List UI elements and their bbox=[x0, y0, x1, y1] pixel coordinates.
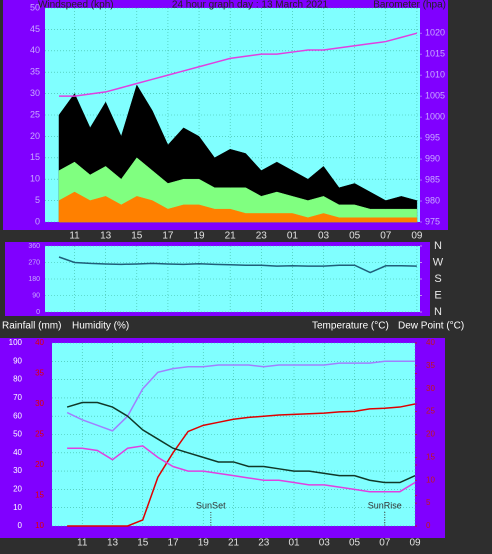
y-tick-label: 995 bbox=[425, 132, 440, 142]
area bbox=[58, 191, 418, 223]
y-tick-label: 30 bbox=[30, 88, 40, 98]
y-tick-label: 270 bbox=[28, 259, 40, 266]
y-tick-label: 1020 bbox=[425, 28, 445, 38]
y-tick-label: E bbox=[434, 289, 441, 301]
y-tick-label: 45 bbox=[30, 24, 40, 34]
annotation: SunRise bbox=[368, 500, 402, 510]
y-tick-label: 1010 bbox=[425, 70, 445, 80]
line bbox=[59, 32, 418, 97]
y-tick-label: 10 bbox=[13, 503, 22, 512]
y-tick-label: 20 bbox=[13, 485, 22, 494]
x-tick-label: 21 bbox=[225, 231, 237, 242]
x-tick-label: 21 bbox=[228, 538, 240, 549]
y-tick-label: 5 bbox=[426, 498, 431, 507]
y-tick-label: S bbox=[434, 273, 441, 285]
legend-label: Dew Point (°C) bbox=[398, 321, 464, 332]
x-tick-label: 01 bbox=[287, 231, 299, 242]
y-tick-label: 90 bbox=[13, 356, 22, 365]
y-tick-label: 25 bbox=[426, 407, 435, 416]
y-tick-label: 10 bbox=[426, 475, 435, 484]
axis-label: Barometer (hpa) bbox=[373, 0, 446, 11]
y-tick-label: 0 bbox=[426, 521, 431, 530]
x-tick-label: 15 bbox=[137, 538, 149, 549]
x-tick-label: 09 bbox=[409, 538, 421, 549]
x-tick-label: 17 bbox=[167, 538, 179, 549]
y-tick-label: 35 bbox=[30, 67, 40, 77]
y-tick-label: N bbox=[434, 306, 442, 318]
x-tick-label: 07 bbox=[379, 538, 391, 549]
y-tick-label: 25 bbox=[35, 430, 44, 439]
y-tick-label: 40 bbox=[13, 448, 22, 457]
line bbox=[66, 401, 416, 484]
axis-label: 24 hour graph day : 13 March 2021 bbox=[172, 0, 329, 11]
y-tick-label: 80 bbox=[13, 375, 22, 384]
x-tick-label: 07 bbox=[380, 231, 392, 242]
y-tick-label: W bbox=[433, 256, 444, 268]
y-tick-label: 35 bbox=[426, 361, 435, 370]
y-tick-label: 50 bbox=[13, 430, 22, 439]
y-tick-label: 35 bbox=[35, 369, 44, 378]
y-tick-label: 70 bbox=[13, 393, 22, 402]
y-tick-label: 990 bbox=[425, 153, 440, 163]
y-tick-label: N bbox=[434, 240, 442, 252]
y-tick-label: 0 bbox=[36, 309, 40, 316]
x-tick-label: 19 bbox=[198, 538, 210, 549]
y-tick-label: 1000 bbox=[425, 111, 445, 121]
y-tick-label: 20 bbox=[35, 460, 44, 469]
y-tick-label: 15 bbox=[30, 152, 40, 162]
y-tick-label: 15 bbox=[426, 452, 435, 461]
y-tick-label: 40 bbox=[30, 45, 40, 55]
x-tick-label: 03 bbox=[319, 538, 331, 549]
x-tick-label: 23 bbox=[256, 231, 268, 242]
axis-label: Windspeed (kph) bbox=[38, 0, 114, 11]
y-tick-label: 20 bbox=[426, 430, 435, 439]
y-tick-label: 60 bbox=[13, 411, 22, 420]
x-tick-label: 09 bbox=[411, 231, 423, 242]
y-tick-label: 1005 bbox=[425, 90, 445, 100]
y-tick-label: 360 bbox=[28, 243, 40, 250]
x-tick-label: 17 bbox=[162, 231, 174, 242]
annotation: SunSet bbox=[196, 500, 226, 510]
y-tick-label: 0 bbox=[35, 216, 40, 226]
x-tick-label: 05 bbox=[349, 538, 361, 549]
y-tick-label: 180 bbox=[28, 276, 40, 283]
y-tick-label: 980 bbox=[425, 195, 440, 205]
y-tick-label: 40 bbox=[426, 338, 435, 347]
line bbox=[67, 403, 416, 527]
y-tick-label: 975 bbox=[425, 216, 440, 226]
y-tick-label: 15 bbox=[35, 491, 44, 500]
y-tick-label: 985 bbox=[425, 174, 440, 184]
x-tick-label: 11 bbox=[77, 538, 88, 549]
y-tick-label: 30 bbox=[35, 399, 44, 408]
legend-label: Rainfall (mm) bbox=[2, 321, 61, 332]
legend-label: Humidity (%) bbox=[72, 321, 129, 332]
x-tick-label: 13 bbox=[100, 231, 112, 242]
x-tick-label: 13 bbox=[107, 538, 119, 549]
x-tick-label: 11 bbox=[69, 231, 80, 242]
legend-label: Temperature (°C) bbox=[312, 321, 389, 332]
y-tick-label: 25 bbox=[30, 109, 40, 119]
x-tick-label: 05 bbox=[349, 231, 361, 242]
y-tick-label: 20 bbox=[30, 131, 40, 141]
y-tick-label: 30 bbox=[13, 466, 22, 475]
x-tick-label: 03 bbox=[318, 231, 330, 242]
y-tick-label: 100 bbox=[9, 338, 23, 347]
x-tick-label: 01 bbox=[288, 538, 300, 549]
y-tick-label: 1015 bbox=[425, 49, 445, 59]
y-tick-label: 10 bbox=[30, 174, 40, 184]
x-tick-label: 19 bbox=[193, 231, 205, 242]
y-tick-label: 40 bbox=[35, 338, 44, 347]
y-tick-label: 90 bbox=[32, 292, 40, 299]
y-tick-label: 5 bbox=[35, 195, 40, 205]
line bbox=[67, 445, 416, 493]
y-tick-label: 10 bbox=[35, 521, 44, 530]
y-tick-label: 50 bbox=[30, 2, 40, 12]
y-tick-label: 30 bbox=[426, 384, 435, 393]
line bbox=[58, 256, 417, 274]
y-tick-label: 0 bbox=[18, 521, 23, 530]
x-tick-label: 23 bbox=[258, 538, 270, 549]
x-tick-label: 15 bbox=[131, 231, 143, 242]
line bbox=[66, 360, 415, 432]
